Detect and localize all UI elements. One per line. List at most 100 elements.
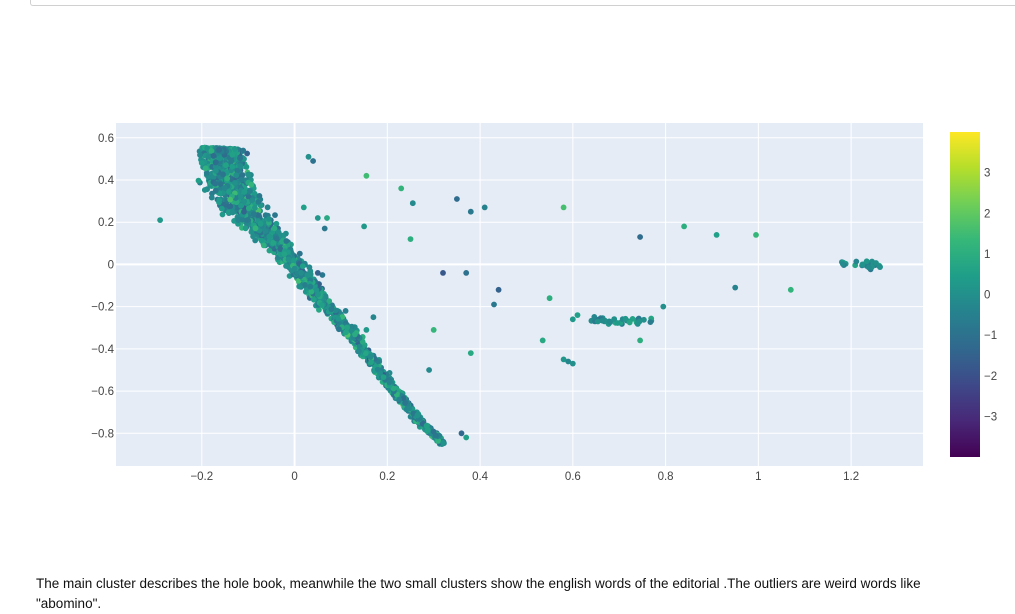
- data-point[interactable]: [386, 379, 393, 386]
- scatter-points[interactable]: [157, 144, 883, 447]
- data-point[interactable]: [205, 153, 212, 160]
- data-point[interactable]: [560, 204, 567, 211]
- data-point[interactable]: [224, 175, 231, 182]
- data-point[interactable]: [433, 432, 439, 439]
- data-point[interactable]: [335, 315, 342, 322]
- data-point[interactable]: [440, 270, 446, 276]
- data-point[interactable]: [660, 303, 667, 310]
- data-point[interactable]: [363, 172, 370, 179]
- data-point[interactable]: [264, 204, 271, 211]
- data-point[interactable]: [250, 211, 257, 218]
- data-point[interactable]: [319, 272, 326, 278]
- data-point[interactable]: [241, 189, 248, 195]
- data-point[interactable]: [326, 298, 333, 304]
- data-point[interactable]: [591, 314, 598, 320]
- data-point[interactable]: [641, 316, 647, 323]
- data-point[interactable]: [252, 225, 259, 232]
- data-point[interactable]: [454, 196, 460, 202]
- data-point[interactable]: [262, 228, 269, 234]
- data-point[interactable]: [565, 358, 572, 365]
- data-point[interactable]: [310, 158, 316, 164]
- data-point[interactable]: [245, 172, 252, 178]
- data-point[interactable]: [753, 232, 759, 238]
- data-point[interactable]: [458, 430, 465, 437]
- data-point[interactable]: [201, 187, 208, 193]
- data-point[interactable]: [374, 366, 381, 373]
- data-point[interactable]: [250, 233, 256, 240]
- data-point[interactable]: [241, 198, 248, 205]
- data-point[interactable]: [231, 146, 238, 152]
- data-point[interactable]: [306, 264, 313, 271]
- data-point[interactable]: [390, 385, 397, 392]
- data-point[interactable]: [865, 264, 872, 271]
- data-point[interactable]: [787, 286, 794, 293]
- data-point[interactable]: [258, 237, 265, 244]
- data-point[interactable]: [402, 400, 408, 406]
- data-point[interactable]: [409, 200, 416, 207]
- data-point[interactable]: [229, 209, 236, 216]
- data-point[interactable]: [495, 286, 502, 293]
- data-point[interactable]: [863, 258, 870, 265]
- data-point[interactable]: [227, 203, 234, 210]
- data-point[interactable]: [243, 164, 250, 170]
- data-point[interactable]: [281, 251, 288, 257]
- data-point[interactable]: [245, 205, 252, 212]
- data-point[interactable]: [208, 194, 215, 201]
- data-point[interactable]: [241, 208, 247, 215]
- data-point[interactable]: [343, 329, 349, 336]
- data-point[interactable]: [380, 374, 387, 380]
- data-point[interactable]: [311, 296, 317, 303]
- data-point[interactable]: [367, 353, 374, 360]
- data-point[interactable]: [266, 233, 273, 240]
- scatter-chart[interactable]: −0.2 0 0.2 0.4 0.6 0.8 1 1.2 0.6 0.4 0.2 0 −0.2 −0.4…: [0, 0, 1015, 560]
- data-point[interactable]: [296, 283, 303, 290]
- data-point[interactable]: [218, 205, 225, 212]
- data-point[interactable]: [321, 225, 328, 232]
- data-point[interactable]: [467, 208, 474, 215]
- data-point[interactable]: [248, 181, 255, 188]
- data-point[interactable]: [202, 165, 209, 172]
- data-point[interactable]: [398, 185, 405, 192]
- data-point[interactable]: [859, 261, 866, 268]
- data-point[interactable]: [611, 316, 618, 322]
- data-point[interactable]: [302, 282, 308, 288]
- data-point[interactable]: [233, 172, 240, 179]
- data-point[interactable]: [298, 269, 304, 276]
- data-point[interactable]: [491, 301, 497, 308]
- data-point[interactable]: [277, 246, 284, 253]
- data-point[interactable]: [344, 324, 350, 331]
- data-point[interactable]: [407, 236, 414, 243]
- data-point[interactable]: [283, 238, 290, 244]
- data-point[interactable]: [208, 148, 215, 154]
- data-point[interactable]: [203, 169, 210, 176]
- data-point[interactable]: [336, 326, 342, 333]
- data-point[interactable]: [229, 151, 236, 158]
- data-point[interactable]: [606, 318, 613, 325]
- data-point[interactable]: [539, 337, 546, 344]
- data-point[interactable]: [235, 217, 242, 224]
- data-point[interactable]: [314, 270, 321, 276]
- data-point[interactable]: [546, 295, 553, 302]
- data-point[interactable]: [430, 428, 437, 435]
- data-point[interactable]: [283, 263, 289, 269]
- data-point[interactable]: [220, 171, 226, 178]
- data-point[interactable]: [270, 239, 277, 246]
- data-point[interactable]: [424, 426, 431, 433]
- data-point[interactable]: [362, 350, 369, 357]
- data-point[interactable]: [157, 217, 164, 224]
- data-point[interactable]: [266, 216, 272, 222]
- data-point[interactable]: [426, 367, 432, 373]
- data-point[interactable]: [227, 196, 234, 203]
- data-point[interactable]: [342, 308, 349, 314]
- data-point[interactable]: [219, 211, 226, 218]
- data-point[interactable]: [237, 163, 244, 169]
- data-point[interactable]: [316, 306, 322, 313]
- data-point[interactable]: [406, 405, 412, 412]
- data-point[interactable]: [223, 162, 229, 169]
- data-point[interactable]: [246, 188, 253, 195]
- data-point[interactable]: [636, 318, 643, 325]
- data-point[interactable]: [275, 229, 282, 236]
- data-point[interactable]: [363, 327, 370, 333]
- data-point[interactable]: [273, 235, 280, 242]
- data-point[interactable]: [244, 217, 251, 224]
